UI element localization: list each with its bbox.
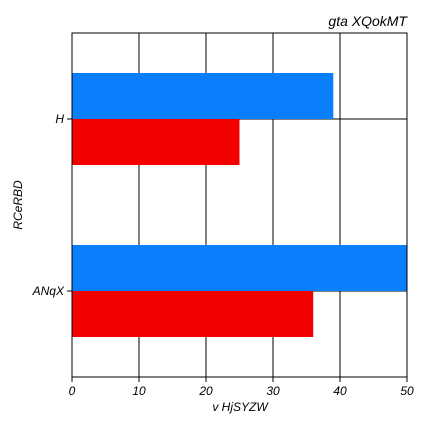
y-axis-label: RCeRBD bbox=[11, 180, 25, 230]
bar-series-2-ANqX bbox=[72, 291, 314, 337]
x-tick-label: 20 bbox=[198, 384, 213, 398]
chart-title: gta XQokMT bbox=[328, 13, 408, 29]
x-tick-label: 30 bbox=[266, 384, 280, 398]
x-tick-label: 10 bbox=[132, 384, 146, 398]
x-axis-label: v HjSYZW bbox=[212, 400, 269, 414]
bar-series-2-H bbox=[72, 119, 240, 165]
x-tick-label: 40 bbox=[333, 384, 347, 398]
x-tick-label: 50 bbox=[400, 384, 414, 398]
x-tick-label: 0 bbox=[69, 384, 76, 398]
bar-series-1-ANqX bbox=[72, 245, 407, 291]
y-tick-label: ANqX bbox=[32, 284, 65, 298]
bars bbox=[72, 73, 407, 337]
y-tick-label: H bbox=[55, 112, 64, 126]
plot-frame bbox=[71, 32, 408, 378]
ticks: H ANqX 0 10 20 30 40 50 bbox=[32, 112, 414, 398]
bar-series-1-H bbox=[72, 73, 334, 119]
